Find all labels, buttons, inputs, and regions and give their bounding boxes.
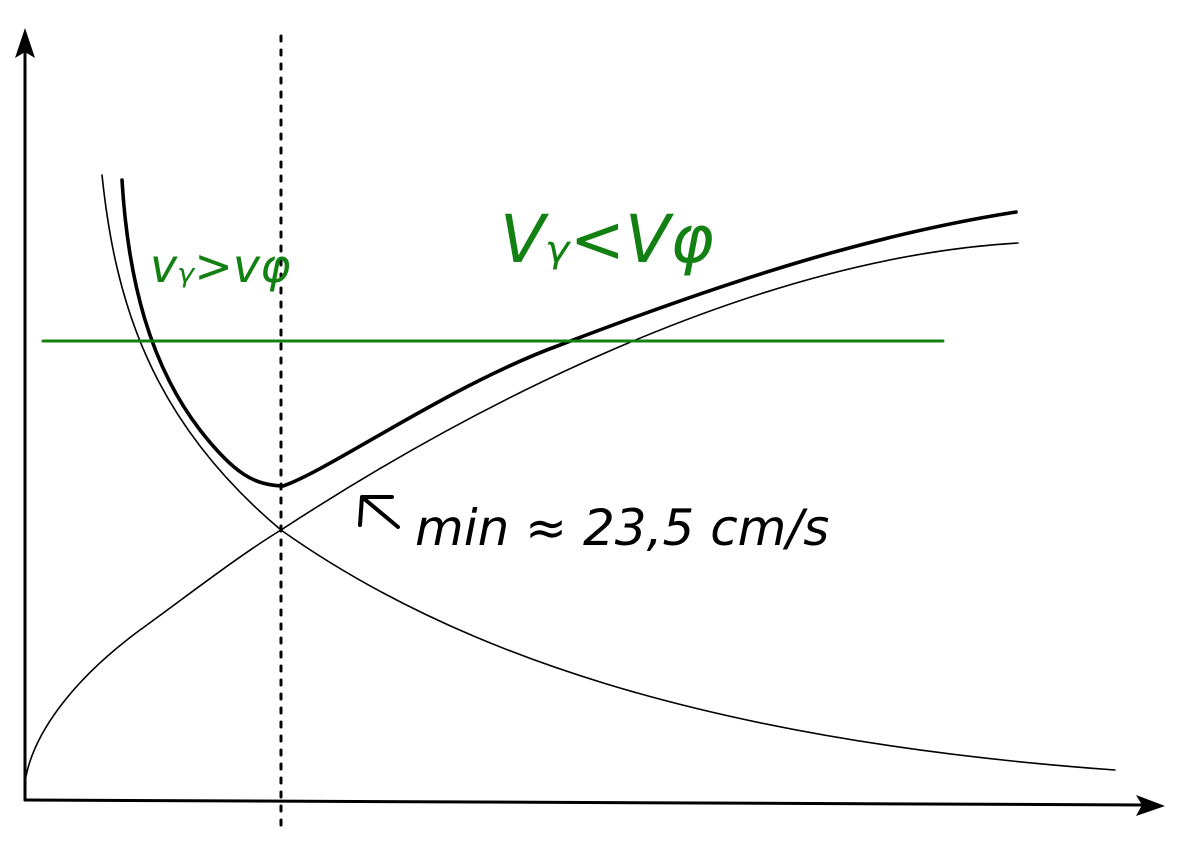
y-axis-arrowhead (15, 28, 35, 58)
min-arrow-shaft (360, 495, 400, 529)
x-axis-arrowhead (1136, 795, 1165, 816)
label-vg-greater-vphi: vᵧ>vφ (150, 239, 290, 293)
axes (15, 28, 1165, 816)
increasing-thin-curve (24, 242, 1019, 783)
x-axis (23, 798, 1147, 807)
label-minimum-value: min ≈ 23,5 cm/s (415, 499, 829, 557)
thick-sum-curve (120, 178, 1018, 488)
min-arrow (358, 495, 400, 529)
decreasing-thin-curve (101, 174, 1116, 771)
min-arrow-head (358, 495, 394, 527)
label-vg-less-vphi: Vᵧ<Vφ (500, 201, 714, 278)
